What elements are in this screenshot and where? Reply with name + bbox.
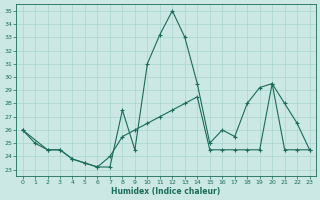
X-axis label: Humidex (Indice chaleur): Humidex (Indice chaleur) [111,187,221,196]
